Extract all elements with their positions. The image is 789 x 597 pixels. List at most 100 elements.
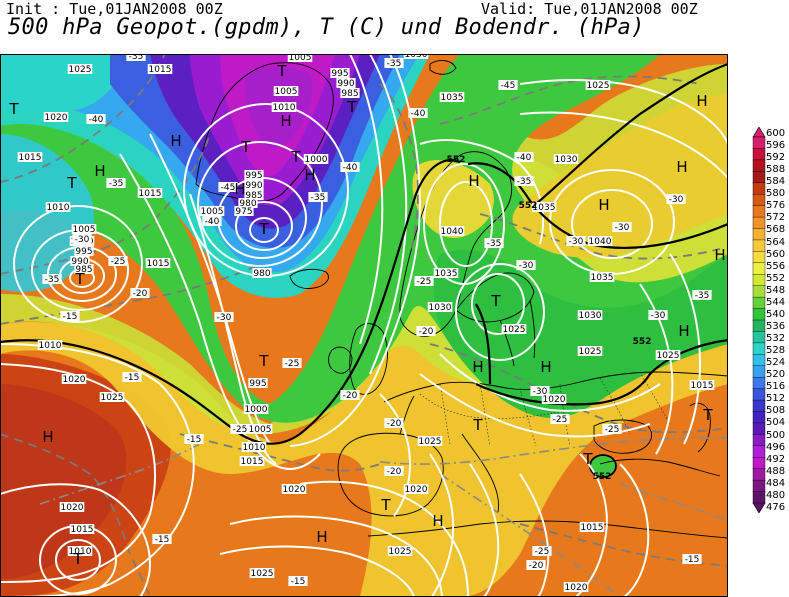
high-pressure-marker: H bbox=[316, 528, 327, 546]
cyan-nw bbox=[0, 54, 130, 112]
color-scale-cell bbox=[752, 354, 766, 367]
color-scale-cell bbox=[752, 136, 766, 150]
isobar-label: -20 bbox=[387, 419, 402, 429]
low-pressure-marker: T bbox=[582, 450, 593, 468]
color-scale-label: 524 bbox=[766, 357, 786, 369]
isobar-label: -20 bbox=[419, 327, 434, 337]
color-scale-label: 500 bbox=[766, 429, 786, 441]
color-scale-cell bbox=[752, 445, 766, 458]
isobar-label: 1030 bbox=[429, 303, 452, 313]
isobar-label-box bbox=[336, 78, 356, 88]
color-scale-cell bbox=[752, 388, 766, 401]
isobar-label: 1025 bbox=[419, 437, 442, 447]
color-scale-cell bbox=[752, 411, 766, 424]
isobar-label-box bbox=[106, 178, 126, 188]
isobar-label-box bbox=[692, 290, 712, 300]
isobar-label: -30 bbox=[533, 387, 548, 397]
color-scale-arrow-top bbox=[752, 127, 766, 138]
color-scale-label: 576 bbox=[766, 200, 786, 212]
low-pressure-marker: T bbox=[240, 138, 251, 156]
height-labels: 552 552 552 552 bbox=[447, 155, 652, 482]
isobar-label: -30 bbox=[217, 313, 232, 323]
isobar-label-box bbox=[340, 88, 360, 98]
isobar-label-box bbox=[303, 154, 329, 164]
isobar-label: 1005 bbox=[249, 425, 272, 435]
isobar-label: 1035 bbox=[435, 269, 458, 279]
isobar-label-box bbox=[218, 182, 238, 192]
isobar-label-box bbox=[417, 436, 443, 446]
isobar-label: -35 bbox=[695, 291, 710, 301]
color-scale-cell bbox=[752, 319, 766, 333]
color-scale-label: 548 bbox=[766, 284, 786, 296]
isobar-label: 1005 bbox=[275, 87, 298, 97]
isobar-label: 1015 bbox=[581, 523, 604, 533]
isobar-label: 1005 bbox=[289, 54, 312, 63]
isobar-label: 1025 bbox=[587, 81, 610, 91]
isobar-label: -35 bbox=[311, 193, 326, 203]
isobar-label: -35 bbox=[487, 239, 502, 249]
isobar-label-box bbox=[282, 358, 302, 368]
isobar-label-box bbox=[17, 152, 43, 162]
isobar-label: 1020 bbox=[565, 583, 588, 593]
low-pressure-marker: T bbox=[490, 292, 501, 310]
high-pressure-marker: H bbox=[714, 246, 725, 264]
isobar-label: 1025 bbox=[579, 347, 602, 357]
isobar-label-box bbox=[243, 404, 269, 414]
isobar-label: 1040 bbox=[441, 227, 464, 237]
isobar-label-box bbox=[273, 86, 299, 96]
color-scale-label: 588 bbox=[766, 164, 786, 176]
isobar-label: 1015 bbox=[149, 65, 172, 75]
isobar-label: 990 bbox=[71, 257, 88, 267]
isobar-label: -35 bbox=[517, 177, 532, 187]
isobar-label: 1015 bbox=[139, 189, 162, 199]
color-scale-label: 492 bbox=[766, 453, 786, 465]
color-scale-cell bbox=[752, 262, 766, 275]
isobar-label: 1010 bbox=[243, 443, 266, 453]
isobar-label: 990 bbox=[337, 79, 354, 89]
isobar-label-box bbox=[184, 434, 204, 444]
isobar-label: 985 bbox=[75, 265, 92, 275]
color-scale-cell bbox=[752, 468, 766, 481]
isobar-label: 1015 bbox=[241, 457, 264, 467]
isobar-label: -20 bbox=[387, 467, 402, 477]
isobar-label-box bbox=[86, 114, 106, 124]
color-scale-label: 568 bbox=[766, 224, 786, 236]
isobar-label: 1005 bbox=[201, 207, 224, 217]
isobar-label-box bbox=[72, 234, 92, 244]
isobar-label: 1025 bbox=[389, 547, 412, 557]
isobar-label: 1020 bbox=[283, 485, 306, 495]
color-scale-cell bbox=[752, 457, 766, 470]
high-pressure-marker: H bbox=[472, 358, 483, 376]
isobar-label: -45 bbox=[501, 81, 516, 91]
color-scale-label: 528 bbox=[766, 345, 786, 357]
isobar-label: -25 bbox=[553, 415, 568, 425]
high-pressure-labels: H H H H H H H H H H H H H H H H bbox=[42, 92, 725, 546]
valid-time: Valid: Tue,01JAN2008 00Z bbox=[481, 0, 698, 18]
isobar-label: -15 bbox=[125, 373, 140, 383]
color-scale-label: 484 bbox=[766, 477, 786, 489]
isobar-label-box bbox=[403, 484, 429, 494]
isobar-label-box bbox=[252, 268, 272, 278]
color-scale-cell bbox=[752, 479, 766, 493]
low-pressure-marker: T bbox=[258, 220, 269, 238]
isobar-label-box bbox=[244, 170, 264, 180]
isobar-label: -40 bbox=[411, 109, 426, 119]
isobar-label-box bbox=[130, 288, 150, 298]
low-pressure-marker: T bbox=[346, 98, 357, 116]
high-pressure-marker: H bbox=[468, 172, 479, 190]
isobar-label: 980 bbox=[253, 269, 270, 279]
isobar-label-box bbox=[271, 102, 297, 112]
color-scale-label: 508 bbox=[766, 405, 786, 417]
color-scale-cell bbox=[752, 285, 766, 298]
low-pressure-marker: T bbox=[8, 100, 19, 118]
isobar-label: -35 bbox=[387, 59, 402, 69]
isobar-label-box bbox=[42, 274, 62, 284]
color-scale-cell bbox=[752, 251, 766, 264]
isobar-label: -25 bbox=[233, 425, 248, 435]
color-scale-label: 560 bbox=[766, 248, 786, 260]
isobar-label: 1015 bbox=[19, 153, 42, 163]
color-scale-label: 544 bbox=[766, 296, 786, 308]
isobar-label: -15 bbox=[187, 435, 202, 445]
color-scale-cell bbox=[752, 216, 766, 230]
isobar-label-box bbox=[308, 192, 328, 202]
